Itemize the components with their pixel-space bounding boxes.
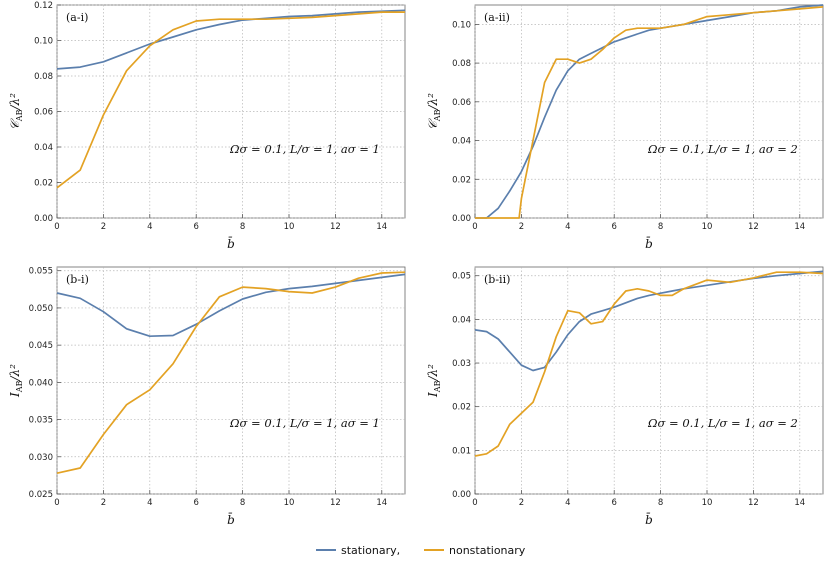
legend: stationary, nonstationary — [316, 544, 526, 557]
y-tick-label: 0.05 — [452, 272, 471, 282]
x-tick-label: 14 — [794, 222, 805, 232]
y-tick-label: 0.12 — [34, 1, 53, 11]
x-tick-label: 12 — [330, 222, 341, 232]
x-tick-label: 6 — [611, 222, 616, 232]
y-tick-label: 0.00 — [452, 490, 471, 500]
y-tick-label: 0.030 — [29, 453, 53, 463]
x-tick-label: 2 — [519, 498, 524, 508]
x-tick-label: 0 — [472, 222, 477, 232]
y-tick-label: 0.08 — [34, 72, 53, 82]
x-tick-label: 10 — [284, 498, 295, 508]
panel-label: (a-ii) — [484, 11, 510, 24]
x-tick-label: 6 — [193, 498, 198, 508]
panel-1: 0.00 0.02 0.04 0.06 0.08 0.10 0.12 0 2 4 6 8 10 12 14 (… — [8, 1, 406, 251]
x-tick-label: 10 — [702, 498, 713, 508]
y-axis-label: IAB/λ² — [426, 364, 442, 398]
y-tick-label: 0.035 — [29, 416, 53, 426]
y-tick-label: 0.08 — [452, 59, 471, 69]
x-tick-label: 4 — [147, 222, 152, 232]
x-tick-label: 12 — [748, 222, 759, 232]
y-tick-label: 0.055 — [29, 267, 53, 277]
x-tick-label: 6 — [611, 498, 616, 508]
x-tick-label: 14 — [376, 498, 387, 508]
x-tick-label: 6 — [193, 222, 198, 232]
x-tick-label: 4 — [565, 498, 570, 508]
y-tick-label: 0.03 — [452, 359, 471, 369]
y-tick-label: 0.10 — [34, 37, 53, 47]
y-tick-label: 0.04 — [34, 143, 53, 153]
parameter-annotation: Ωσ = 0.1, L/σ = 1, aσ = 1 — [229, 416, 380, 430]
y-tick-label: 0.04 — [452, 315, 471, 325]
legend-label-stationary: stationary, — [341, 544, 400, 557]
y-axis-label: 𝒞AB/λ² — [426, 93, 442, 130]
parameter-annotation: Ωσ = 0.1, L/σ = 1, aσ = 2 — [647, 142, 798, 156]
panel-label: (a-i) — [66, 11, 88, 24]
y-tick-label: 0.00 — [452, 214, 471, 224]
plot-frame — [56, 266, 406, 495]
panel-4: 0.00 0.01 0.02 0.03 0.04 0.05 0 2 4 6 8 10 12 14 (b-ii… — [426, 266, 824, 527]
x-tick-label: 2 — [519, 222, 524, 232]
y-tick-label: 0.10 — [452, 20, 471, 30]
x-tick-label: 8 — [658, 222, 663, 232]
x-tick-label: 8 — [240, 222, 245, 232]
x-tick-label: 0 — [472, 498, 477, 508]
panel-2: 0.00 0.02 0.04 0.06 0.08 0.10 0 2 4 6 8 10 12 14 (a-ii… — [426, 4, 824, 251]
y-tick-label: 0.025 — [29, 490, 53, 500]
y-tick-label: 0.04 — [452, 137, 471, 147]
y-tick-label: 0.02 — [34, 179, 53, 189]
x-tick-label: 12 — [330, 498, 341, 508]
x-tick-label: 10 — [284, 222, 295, 232]
x-tick-label: 4 — [565, 222, 570, 232]
panel-3: 0.025 0.030 0.035 0.040 0.045 0.050 0.055 0 2 4 6 8… — [8, 266, 406, 527]
x-tick-label: 14 — [376, 222, 387, 232]
y-tick-label: 0.06 — [34, 108, 53, 118]
y-axis-label: 𝒞AB/λ² — [8, 93, 24, 130]
plot-frame — [56, 4, 406, 219]
x-tick-label: 10 — [702, 222, 713, 232]
plot-frame — [474, 266, 824, 495]
x-axis-label: b̄ — [645, 235, 653, 251]
y-tick-label: 0.02 — [452, 175, 471, 185]
y-tick-label: 0.02 — [452, 403, 471, 413]
series-line-nonstationary — [56, 11, 405, 189]
x-tick-label: 12 — [748, 498, 759, 508]
y-tick-label: 0.045 — [29, 341, 53, 351]
x-axis-label: b̄ — [227, 235, 235, 251]
x-tick-label: 0 — [54, 222, 59, 232]
x-tick-label: 0 — [54, 498, 59, 508]
y-tick-label: 0.00 — [34, 214, 53, 224]
plot-frame — [474, 4, 824, 219]
y-tick-label: 0.040 — [29, 378, 53, 388]
series-line-nonstationary — [475, 6, 824, 219]
x-tick-label: 8 — [240, 498, 245, 508]
x-tick-label: 2 — [101, 498, 106, 508]
parameter-annotation: Ωσ = 0.1, L/σ = 1, aσ = 1 — [229, 142, 380, 156]
y-tick-label: 0.050 — [29, 304, 53, 314]
y-tick-label: 0.01 — [452, 446, 471, 456]
x-tick-label: 8 — [658, 498, 663, 508]
x-tick-label: 4 — [147, 498, 152, 508]
series-line-nonstationary — [56, 271, 406, 475]
y-tick-label: 0.06 — [452, 98, 471, 108]
x-axis-label: b̄ — [645, 511, 653, 527]
x-tick-label: 2 — [101, 222, 106, 232]
parameter-annotation: Ωσ = 0.1, L/σ = 1, aσ = 2 — [647, 416, 798, 430]
panel-label: (b-i) — [66, 273, 89, 286]
legend-label-nonstationary: nonstationary — [449, 544, 526, 557]
x-axis-label: b̄ — [227, 511, 235, 527]
series-line-nonstationary — [474, 271, 824, 457]
y-axis-label: IAB/λ² — [8, 364, 24, 398]
x-tick-label: 14 — [794, 498, 805, 508]
series-line-stationary — [56, 9, 406, 70]
panel-label: (b-ii) — [484, 273, 510, 286]
